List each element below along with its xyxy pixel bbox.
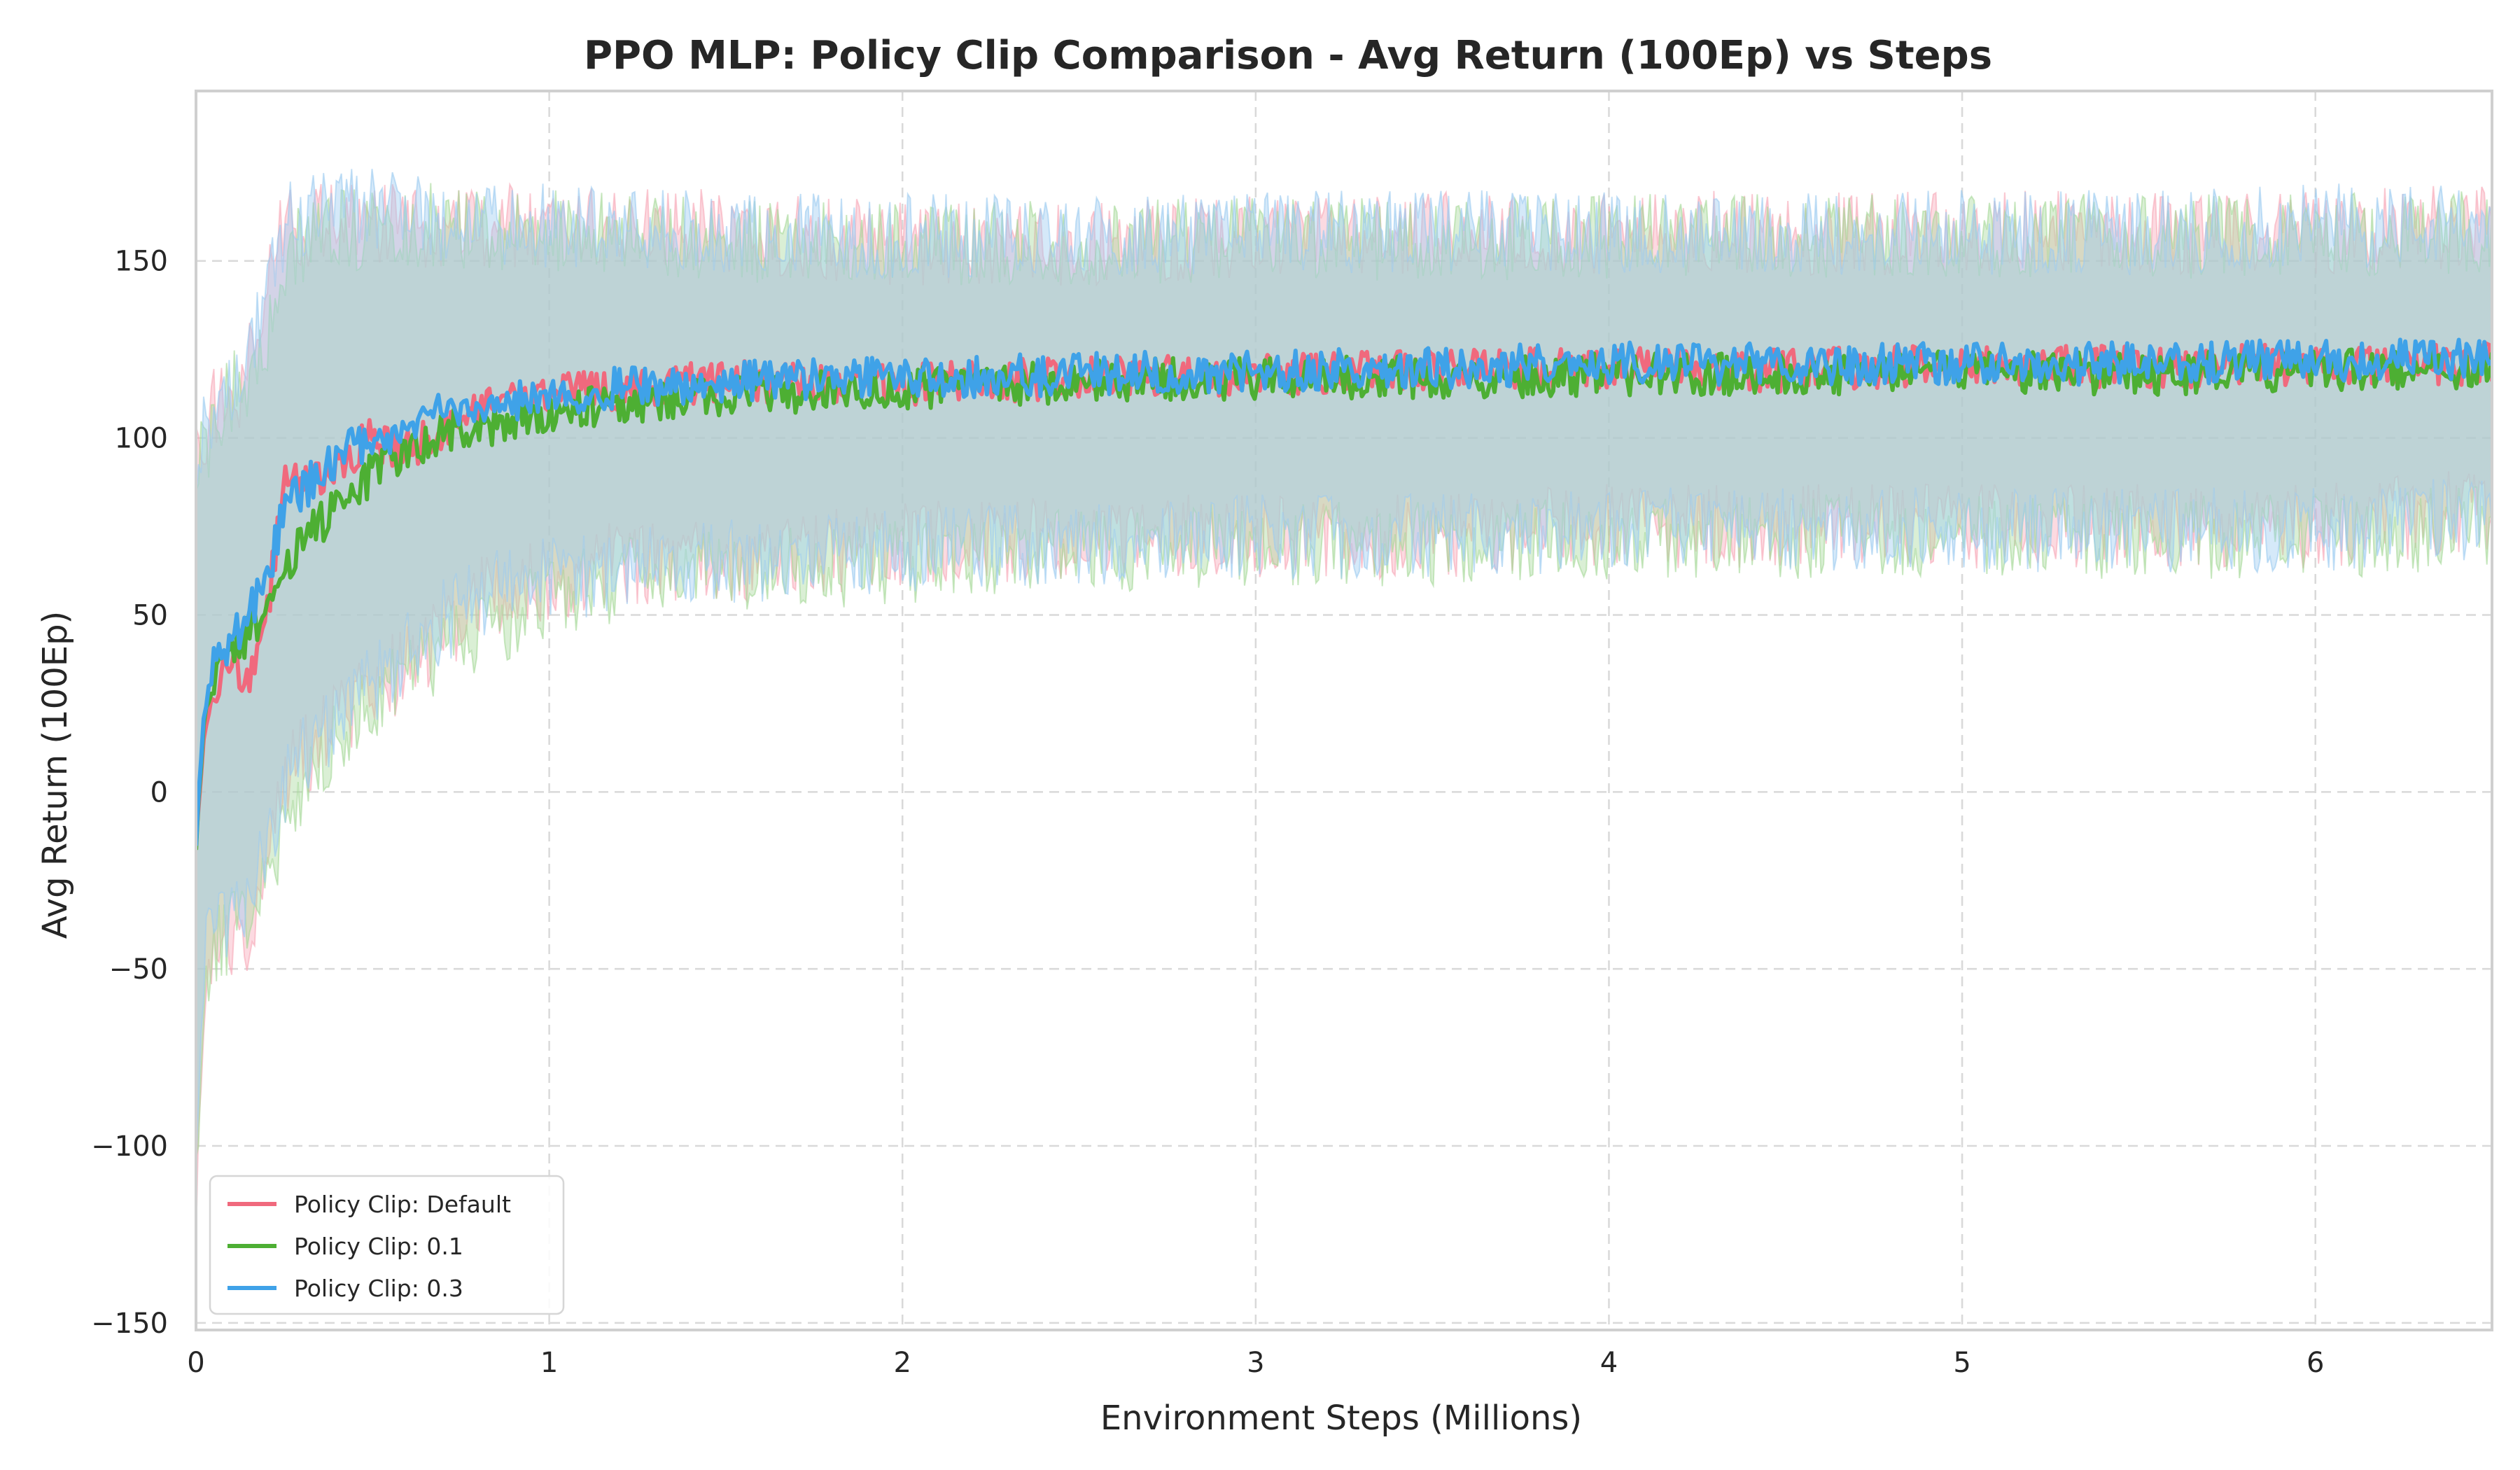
legend-box <box>209 1175 565 1315</box>
y-tick-label: 0 <box>150 776 168 808</box>
y-tick-label: 150 <box>115 246 168 278</box>
x-tick-label: 3 <box>1247 1347 1264 1379</box>
grid <box>196 91 2492 1330</box>
plot-area: 0 1 2 3 4 5 6 −150 −100 −50 0 50 100 150 Policy Clip: … <box>91 90 2493 1379</box>
chart-title: PPO MLP: Policy Clip Comparison - Avg Re… <box>584 33 1992 78</box>
y-tick-label: 50 <box>132 599 168 631</box>
y-tick-label: −50 <box>109 953 168 986</box>
x-tick-label: 5 <box>1953 1347 1970 1379</box>
y-tick-label: −100 <box>91 1130 168 1163</box>
x-tick-label: 4 <box>1600 1347 1618 1379</box>
legend-label: Policy Clip: 0.3 <box>294 1275 463 1302</box>
x-axis-label: Environment Steps (Millions) <box>1100 1399 1582 1438</box>
x-tick-label: 1 <box>540 1347 558 1379</box>
legend: Policy Clip: Default Policy Clip: 0.1 Poli… <box>209 1175 565 1315</box>
series-band-2 <box>196 169 2492 1163</box>
ticks: 0 1 2 3 4 5 6 −150 −100 −50 0 50 100 150 <box>91 246 2324 1379</box>
y-tick-label: 100 <box>115 423 168 455</box>
legend-label: Policy Clip: 0.1 <box>294 1233 463 1260</box>
series-group <box>196 169 2492 1239</box>
y-axis-label: Avg Return (100Ep) <box>36 611 75 939</box>
series-line-1 <box>196 347 2492 850</box>
x-tick-label: 6 <box>2306 1347 2324 1379</box>
series-line-2 <box>196 337 2492 846</box>
plot-frame <box>195 90 2493 1331</box>
series-band-1 <box>196 183 2492 1158</box>
x-tick-label: 2 <box>894 1347 911 1379</box>
series-band-0 <box>196 182 2492 1239</box>
legend-label: Policy Clip: Default <box>294 1191 511 1218</box>
y-tick-label: −150 <box>91 1308 168 1340</box>
x-tick-label: 0 <box>187 1347 204 1379</box>
